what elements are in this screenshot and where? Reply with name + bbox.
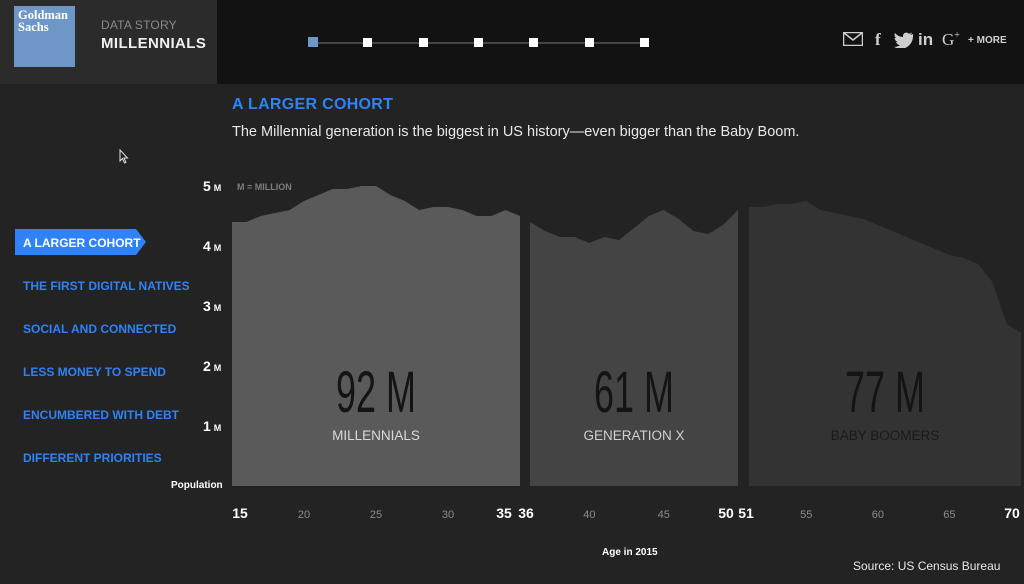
series-name-baby-boomers: BABY BOOMERS (831, 428, 940, 443)
chart-source: Source: US Census Bureau (853, 559, 1001, 573)
x-tick-45: 45 (658, 509, 670, 521)
section-title: A LARGER COHORT (232, 96, 394, 113)
linkedin-icon[interactable]: in (918, 30, 934, 49)
progress-step-1[interactable] (308, 37, 318, 47)
x-tick-70: 70 (1004, 505, 1020, 521)
facebook-icon[interactable]: f (875, 30, 881, 49)
nav-item-different-priorities[interactable]: DIFFERENT PRIORITIES (23, 451, 162, 465)
x-tick-40: 40 (583, 509, 595, 521)
series-name-millennials: MILLENNIALS (332, 428, 420, 443)
progress-step-6[interactable] (584, 38, 594, 47)
nav-active-arrow (136, 229, 146, 255)
total-label-baby-boomers: 77 M (845, 360, 925, 425)
x-tick-35: 35 (496, 505, 512, 521)
progress-step-7[interactable] (639, 38, 649, 47)
progress-step-2[interactable] (363, 38, 373, 47)
x-tick-60: 60 (872, 509, 884, 521)
nav-item-encumbered-with-debt[interactable]: ENCUMBERED WITH DEBT (23, 408, 179, 422)
x-tick-51: 51 (738, 505, 754, 521)
story-kicker: DATA STORY (101, 18, 177, 32)
twitter-icon[interactable] (894, 32, 914, 48)
x-tick-25: 25 (370, 509, 382, 521)
x-tick-55: 55 (800, 509, 812, 521)
logo-text: Goldman Sachs (18, 8, 69, 34)
total-label-generation-x: 61 M (594, 360, 674, 425)
mouse-cursor-icon (119, 149, 129, 164)
more-share-button[interactable]: + MORE (968, 35, 1007, 46)
x-tick-36: 36 (518, 505, 534, 521)
nav-item-a-larger-cohort[interactable]: A LARGER COHORT (23, 236, 141, 250)
section-description: The Millennial generation is the biggest… (232, 124, 800, 140)
area-baby-boomers (749, 201, 1021, 486)
y-axis-title: Population (171, 480, 223, 491)
x-axis-title: Age in 2015 (602, 547, 658, 558)
story-title: MILLENNIALS (101, 35, 207, 52)
x-tick-30: 30 (442, 509, 454, 521)
series-name-generation-x: GENERATION X (583, 428, 684, 443)
x-tick-15: 15 (232, 505, 248, 521)
progress-step-4[interactable] (473, 38, 483, 47)
nav-item-less-money-to-spend[interactable]: LESS MONEY TO SPEND (23, 365, 166, 379)
google-plus-icon[interactable]: G+ (942, 30, 960, 49)
total-label-millennials: 92 M (336, 360, 416, 425)
nav-item-social-and-connected[interactable]: SOCIAL AND CONNECTED (23, 322, 177, 336)
mail-icon[interactable] (843, 32, 863, 46)
x-tick-65: 65 (943, 509, 955, 521)
progress-step-5[interactable] (529, 38, 539, 47)
chart-unit-note: M = MILLION (237, 182, 292, 192)
x-tick-20: 20 (298, 509, 310, 521)
area-millennials (232, 186, 520, 486)
progress-step-3[interactable] (418, 38, 428, 47)
area-generation-x (530, 210, 738, 486)
goldman-sachs-logo[interactable]: Goldman Sachs (14, 6, 75, 67)
x-tick-50: 50 (718, 505, 734, 521)
top-bar: Goldman Sachs DATA STORY MILLENNIALS f i… (0, 0, 1024, 84)
nav-active-highlight (15, 229, 136, 255)
nav-item-first-digital-natives[interactable]: THE FIRST DIGITAL NATIVES (23, 279, 190, 293)
